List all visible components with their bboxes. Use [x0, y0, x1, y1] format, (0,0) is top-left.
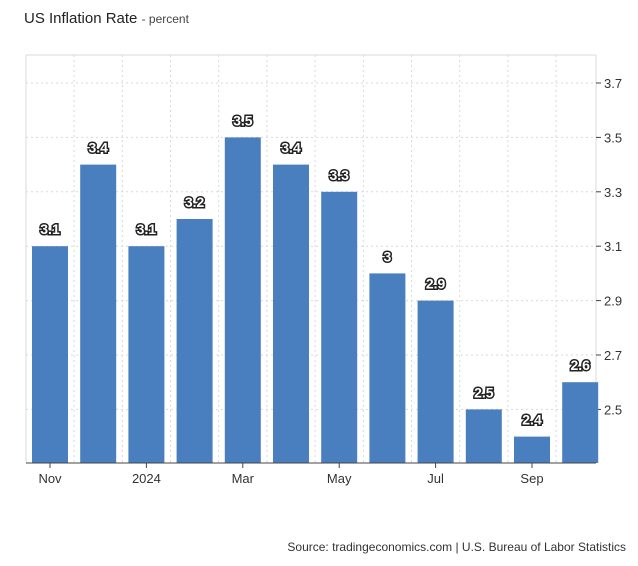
x-tick-label: 2024: [132, 471, 161, 486]
data-label: 3.1: [40, 221, 60, 237]
y-tick-label: 3.1: [604, 239, 622, 254]
data-label: 3.4: [281, 140, 301, 156]
bar[interactable]: [417, 300, 454, 463]
bar[interactable]: [224, 137, 261, 463]
data-label: 3.2: [185, 194, 205, 210]
data-label: 3.3: [329, 167, 349, 183]
bar[interactable]: [128, 246, 165, 463]
bar[interactable]: [369, 273, 406, 463]
data-label: 3.4: [88, 140, 108, 156]
bar[interactable]: [465, 409, 502, 463]
bar[interactable]: [32, 246, 68, 463]
x-tick-label: Nov: [38, 471, 62, 486]
data-label: 3.1: [137, 221, 157, 237]
y-tick-label: 2.5: [604, 402, 622, 417]
x-tick-label: Jul: [427, 471, 444, 486]
bar[interactable]: [514, 436, 550, 463]
chart-subtitle: - percent: [141, 12, 189, 26]
data-label: 3.5: [233, 112, 253, 128]
y-tick-label: 2.9: [604, 294, 622, 309]
y-tick-label: 2.7: [604, 348, 622, 363]
y-tick-label: 3.7: [604, 76, 622, 91]
x-tick-label: Sep: [520, 471, 543, 486]
data-label: 2.6: [570, 357, 590, 373]
data-label: 3: [384, 248, 392, 264]
x-tick-label: May: [327, 471, 352, 486]
bar[interactable]: [321, 191, 358, 464]
data-label: 2.4: [522, 412, 542, 428]
source-note: Source: tradingeconomics.com | U.S. Bure…: [287, 540, 626, 554]
data-label: 2.9: [426, 276, 446, 292]
bar[interactable]: [273, 164, 309, 463]
chart-title-text: US Inflation Rate: [24, 10, 138, 27]
y-tick-label: 3.5: [604, 130, 622, 145]
bar[interactable]: [562, 382, 599, 463]
y-tick-label: 3.3: [604, 185, 622, 200]
x-tick-label: Mar: [232, 471, 255, 486]
data-label: 2.5: [474, 384, 494, 400]
bar[interactable]: [176, 219, 213, 463]
chart-title: US Inflation Rate - percent: [24, 10, 189, 27]
bar[interactable]: [80, 164, 117, 463]
